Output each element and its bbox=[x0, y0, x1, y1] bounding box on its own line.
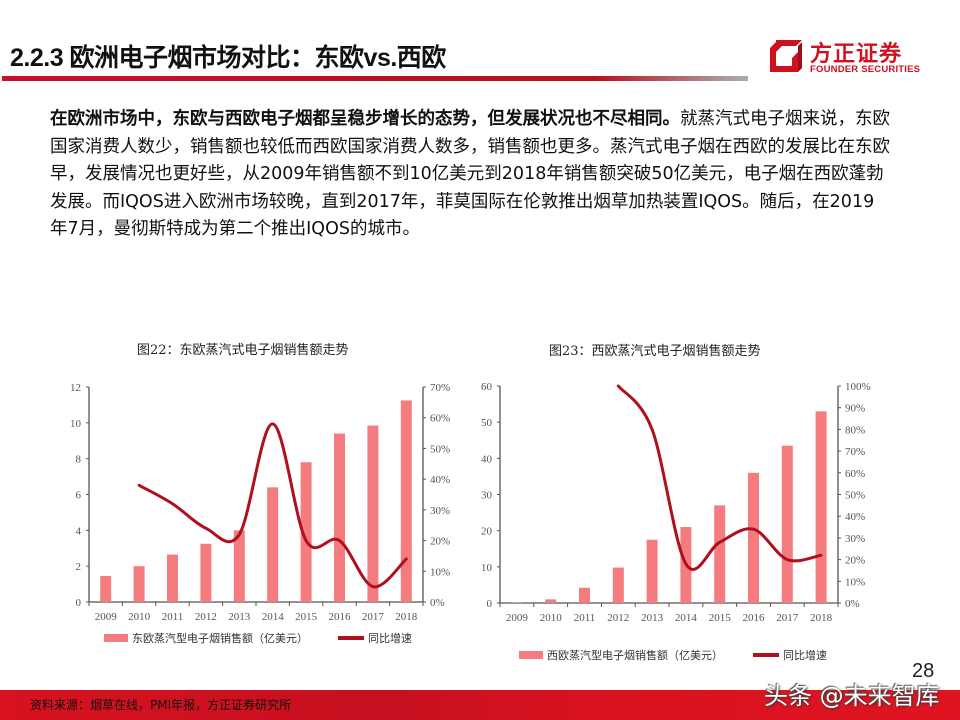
svg-text:80%: 80% bbox=[845, 424, 865, 436]
legend-line-label: 同比增速 bbox=[783, 649, 827, 662]
svg-text:10: 10 bbox=[70, 418, 82, 430]
svg-text:20: 20 bbox=[481, 526, 493, 538]
page-title: 2.2.3 欧洲电子烟市场对比：东欧vs.西欧 bbox=[10, 44, 446, 72]
summary-lead: 在欧洲市场中，东欧与西欧电子烟都呈稳步增长的态势，但发展状况也不尽相同。 bbox=[50, 109, 680, 129]
svg-text:2018: 2018 bbox=[810, 612, 833, 624]
summary-paragraph: 在欧洲市场中，东欧与西欧电子烟都呈稳步增长的态势，但发展状况也不尽相同。就蒸汽式… bbox=[50, 106, 890, 244]
svg-text:40%: 40% bbox=[845, 511, 865, 523]
founder-logo: 方正证券 FOUNDER SECURITIES bbox=[768, 36, 938, 78]
legend-bar-label: 西欧蒸汽型电子烟销售额（亿美元） bbox=[547, 649, 723, 662]
svg-text:2010: 2010 bbox=[128, 611, 151, 623]
svg-text:2012: 2012 bbox=[607, 612, 629, 624]
svg-text:100%: 100% bbox=[845, 381, 871, 393]
page-number: 28 bbox=[912, 660, 935, 682]
svg-text:20%: 20% bbox=[845, 555, 865, 567]
svg-text:2017: 2017 bbox=[776, 612, 799, 624]
svg-text:2017: 2017 bbox=[362, 611, 385, 623]
chart-west-sales: 0 10 20 30 40 50 60 0% 10% 20% 30% 40% 50% 60% 70% 80% 9… bbox=[481, 381, 871, 624]
footer-source: 资料来源：烟草在线，PMI年报，方正证券研究所 bbox=[30, 698, 292, 712]
chart-west-title: 图23：西欧蒸汽式电子烟销售额走势 bbox=[549, 344, 761, 359]
chart-west-legend: 西欧蒸汽型电子烟销售额（亿美元） 同比增速 bbox=[519, 647, 827, 663]
legend-line-swatch bbox=[753, 653, 779, 657]
svg-text:2014: 2014 bbox=[675, 612, 698, 624]
svg-text:2009: 2009 bbox=[506, 612, 529, 624]
svg-text:30: 30 bbox=[481, 490, 493, 502]
svg-text:6: 6 bbox=[76, 490, 82, 502]
svg-text:70%: 70% bbox=[430, 382, 450, 394]
legend-line-swatch bbox=[338, 636, 364, 640]
svg-text:40%: 40% bbox=[430, 474, 450, 486]
svg-text:60: 60 bbox=[481, 381, 493, 393]
svg-text:0%: 0% bbox=[430, 597, 445, 609]
svg-text:2012: 2012 bbox=[195, 611, 217, 623]
svg-text:60%: 60% bbox=[845, 468, 865, 480]
svg-text:2010: 2010 bbox=[540, 612, 563, 624]
svg-text:0: 0 bbox=[487, 598, 493, 610]
legend-bar-swatch bbox=[519, 651, 543, 659]
chart-east-legend: 东欧蒸汽型电子烟销售额（亿美元） 同比增速 bbox=[104, 630, 412, 646]
svg-text:12: 12 bbox=[70, 382, 81, 394]
svg-text:2013: 2013 bbox=[641, 612, 664, 624]
svg-text:10%: 10% bbox=[845, 576, 865, 588]
svg-text:90%: 90% bbox=[845, 403, 865, 415]
chart-east-title: 图22：东欧蒸汽式电子烟销售额走势 bbox=[137, 343, 349, 358]
svg-text:30%: 30% bbox=[845, 533, 865, 545]
svg-text:2018: 2018 bbox=[395, 611, 418, 623]
svg-text:10%: 10% bbox=[430, 566, 450, 578]
svg-text:20%: 20% bbox=[430, 536, 450, 548]
footer-band bbox=[0, 690, 960, 720]
svg-text:10: 10 bbox=[481, 562, 493, 574]
svg-text:2016: 2016 bbox=[743, 612, 766, 624]
svg-text:0: 0 bbox=[76, 597, 82, 609]
svg-text:2011: 2011 bbox=[574, 612, 596, 624]
svg-text:4: 4 bbox=[76, 525, 82, 537]
title-underline-end bbox=[742, 76, 748, 81]
svg-text:2011: 2011 bbox=[162, 611, 184, 623]
founder-logo-icon bbox=[770, 40, 802, 72]
svg-text:50%: 50% bbox=[845, 490, 865, 502]
svg-text:2009: 2009 bbox=[95, 611, 118, 623]
svg-text:50%: 50% bbox=[430, 443, 450, 455]
svg-text:70%: 70% bbox=[845, 446, 865, 458]
svg-text:2: 2 bbox=[76, 561, 82, 573]
legend-bar-swatch bbox=[104, 634, 128, 642]
svg-text:8: 8 bbox=[76, 454, 82, 466]
logo-chinese-name: 方正证券 bbox=[810, 42, 903, 67]
svg-text:2014: 2014 bbox=[262, 611, 285, 623]
chart-east-sales: 0 2 4 6 8 10 12 0% 10% 20% 30% 40% 50% 60% 70% 2009 2010… bbox=[70, 382, 450, 623]
svg-text:2015: 2015 bbox=[709, 612, 732, 624]
svg-text:2015: 2015 bbox=[295, 611, 318, 623]
title-underline bbox=[2, 76, 742, 81]
svg-text:40: 40 bbox=[481, 453, 493, 465]
summary-text: 就蒸汽式电子烟来说，东欧国家消费人数少，销售额也较低而西欧国家消费人数多，销售额… bbox=[50, 109, 890, 239]
svg-text:2013: 2013 bbox=[228, 611, 251, 623]
legend-bar-label: 东欧蒸汽型电子烟销售额（亿美元） bbox=[132, 632, 308, 645]
watermark: 头条 @未来智库 bbox=[764, 682, 940, 710]
svg-text:0%: 0% bbox=[845, 598, 860, 610]
logo-english-name: FOUNDER SECURITIES bbox=[810, 64, 921, 75]
svg-text:30%: 30% bbox=[430, 505, 450, 517]
svg-text:2016: 2016 bbox=[329, 611, 352, 623]
svg-text:50: 50 bbox=[481, 417, 493, 429]
svg-text:60%: 60% bbox=[430, 413, 450, 425]
legend-line-label: 同比增速 bbox=[368, 632, 412, 645]
